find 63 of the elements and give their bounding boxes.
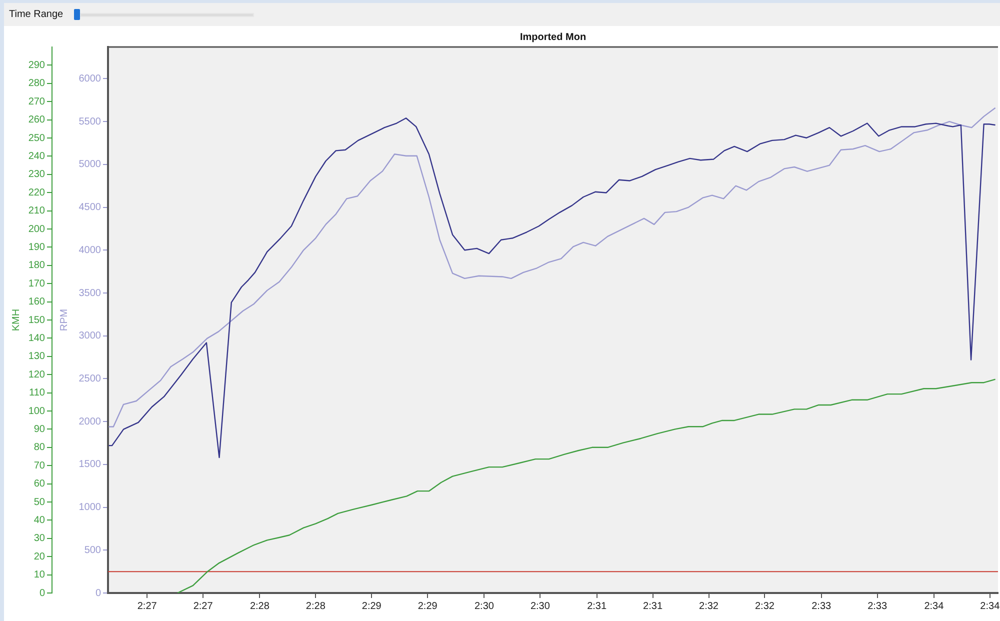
y2-tick-label: 270 xyxy=(28,96,46,108)
y-tick-label: 0 xyxy=(95,588,102,599)
y2-tick-label: 40 xyxy=(34,514,46,526)
text: Time Range xyxy=(9,9,64,20)
y2-tick-label: 60 xyxy=(34,478,46,490)
y-tick-label: 2000 xyxy=(78,416,102,428)
y2-tick-label: 80 xyxy=(34,442,46,454)
y2-tick-label: 240 xyxy=(28,150,46,162)
y2-tick-label: 70 xyxy=(34,460,46,472)
y2-tick-label: 20 xyxy=(34,551,46,562)
x-tick-label: 2:33 xyxy=(868,600,888,612)
y-tick-label: 5500 xyxy=(78,116,102,128)
y2-tick-label: 160 xyxy=(28,296,46,308)
y-tick-label: 500 xyxy=(84,544,102,556)
x-tick-label: 2:33 xyxy=(812,600,832,612)
y-tick-label: 3500 xyxy=(78,288,102,299)
y2-tick-label: 10 xyxy=(34,570,46,581)
y-tick-label: 2500 xyxy=(78,373,102,384)
x-tick-label: 2:29 xyxy=(362,600,382,612)
x-tick-label: 2:31 xyxy=(587,600,607,612)
y-tick-label: 6000 xyxy=(78,73,102,84)
y2-tick-label: 110 xyxy=(29,388,46,399)
y2-tick-label: 140 xyxy=(28,332,46,344)
x-tick-label: 2:34 xyxy=(980,600,1000,612)
x-tick-label: 2:32 xyxy=(699,600,719,612)
y2-tick-label: 180 xyxy=(28,260,46,272)
x-tick-label: 2:28 xyxy=(250,600,270,612)
y2-tick-label: 190 xyxy=(28,242,46,253)
y-tick-label: 4000 xyxy=(78,244,102,256)
y2-tick-label: 0 xyxy=(39,588,46,599)
x-tick-label: 2:30 xyxy=(474,600,494,612)
chart-title: Imported Mon xyxy=(520,32,586,43)
y-tick-label: 4500 xyxy=(78,202,102,214)
y2-tick-label: 150 xyxy=(28,314,46,326)
y2-tick-label: 280 xyxy=(28,78,46,90)
x-tick-label: 2:27 xyxy=(137,600,158,612)
y2-tick-label: 50 xyxy=(34,496,46,508)
x-tick-label: 2:28 xyxy=(306,600,326,612)
x-tick-label: 2:32 xyxy=(754,600,775,612)
y2-tick-label: 290 xyxy=(28,60,46,71)
y2-tick-label: 100 xyxy=(28,406,46,417)
y2-tick-label: 30 xyxy=(34,533,46,544)
y2-tick-label: 200 xyxy=(28,224,46,235)
x-tick-label: 2:27 xyxy=(193,600,214,612)
x-tick-label: 2:30 xyxy=(530,600,550,612)
y-tick-label: 1000 xyxy=(78,502,102,514)
y2-tick-label: 230 xyxy=(28,169,46,180)
y2-axis-title: KMH xyxy=(10,308,22,332)
y-axis-title: RPM xyxy=(58,308,70,332)
y2-tick-label: 260 xyxy=(28,114,46,126)
y2-tick-label: 170 xyxy=(28,278,46,290)
y-tick-label: 1500 xyxy=(78,459,102,470)
x-tick-label: 2:34 xyxy=(924,600,944,612)
y2-tick-label: 120 xyxy=(28,369,46,380)
y2-tick-label: 130 xyxy=(28,351,46,362)
y-tick-label: 3000 xyxy=(78,330,102,342)
y2-tick-label: 250 xyxy=(28,132,46,144)
y-tick-label: 5000 xyxy=(78,159,102,170)
x-tick-label: 2:31 xyxy=(643,600,663,612)
y2-tick-label: 220 xyxy=(28,187,46,198)
y2-tick-label: 90 xyxy=(34,424,46,435)
x-tick-label: 2:29 xyxy=(418,600,438,612)
y2-tick-label: 210 xyxy=(28,206,46,217)
